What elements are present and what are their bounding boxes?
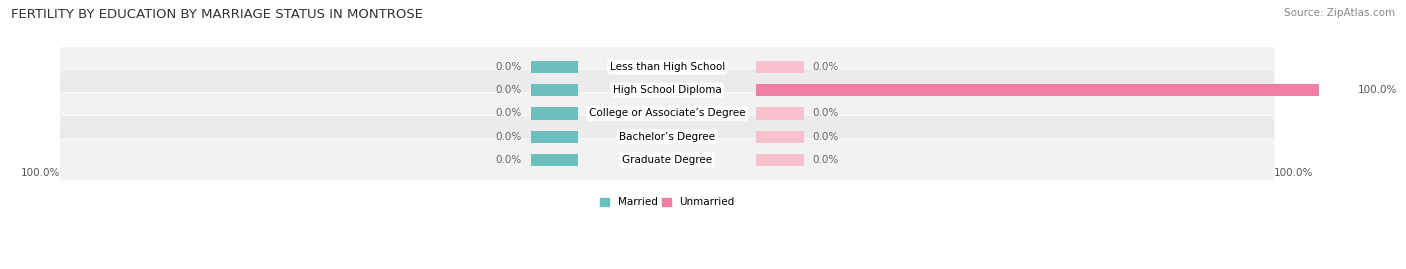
Text: 0.0%: 0.0% xyxy=(813,62,839,72)
Text: 100.0%: 100.0% xyxy=(1274,168,1313,178)
Text: 0.0%: 0.0% xyxy=(496,85,522,95)
Text: 0.0%: 0.0% xyxy=(813,155,839,165)
Text: High School Diploma: High School Diploma xyxy=(613,85,721,95)
Text: 0.0%: 0.0% xyxy=(496,132,522,142)
Bar xyxy=(756,107,804,119)
Text: 0.0%: 0.0% xyxy=(813,108,839,118)
FancyBboxPatch shape xyxy=(59,116,1275,158)
Text: 100.0%: 100.0% xyxy=(21,168,60,178)
Bar xyxy=(531,131,578,143)
Text: College or Associate’s Degree: College or Associate’s Degree xyxy=(589,108,745,118)
Text: Source: ZipAtlas.com: Source: ZipAtlas.com xyxy=(1284,8,1395,18)
FancyBboxPatch shape xyxy=(59,69,1275,111)
Bar xyxy=(531,61,578,73)
Text: Graduate Degree: Graduate Degree xyxy=(621,155,713,165)
FancyBboxPatch shape xyxy=(59,92,1275,134)
Legend: Married, Unmarried: Married, Unmarried xyxy=(596,193,738,211)
Bar xyxy=(756,61,804,73)
Text: 100.0%: 100.0% xyxy=(1358,85,1398,95)
Bar xyxy=(531,154,578,166)
Text: Bachelor’s Degree: Bachelor’s Degree xyxy=(619,132,716,142)
Text: 0.0%: 0.0% xyxy=(496,108,522,118)
Bar xyxy=(756,131,804,143)
Text: FERTILITY BY EDUCATION BY MARRIAGE STATUS IN MONTROSE: FERTILITY BY EDUCATION BY MARRIAGE STATU… xyxy=(11,8,423,21)
Text: 0.0%: 0.0% xyxy=(813,132,839,142)
Text: Less than High School: Less than High School xyxy=(610,62,725,72)
Bar xyxy=(756,84,1350,96)
Text: 0.0%: 0.0% xyxy=(496,155,522,165)
Bar xyxy=(531,107,578,119)
FancyBboxPatch shape xyxy=(59,139,1275,181)
Bar xyxy=(531,84,578,96)
FancyBboxPatch shape xyxy=(59,46,1275,88)
Bar xyxy=(756,154,804,166)
Text: 0.0%: 0.0% xyxy=(496,62,522,72)
